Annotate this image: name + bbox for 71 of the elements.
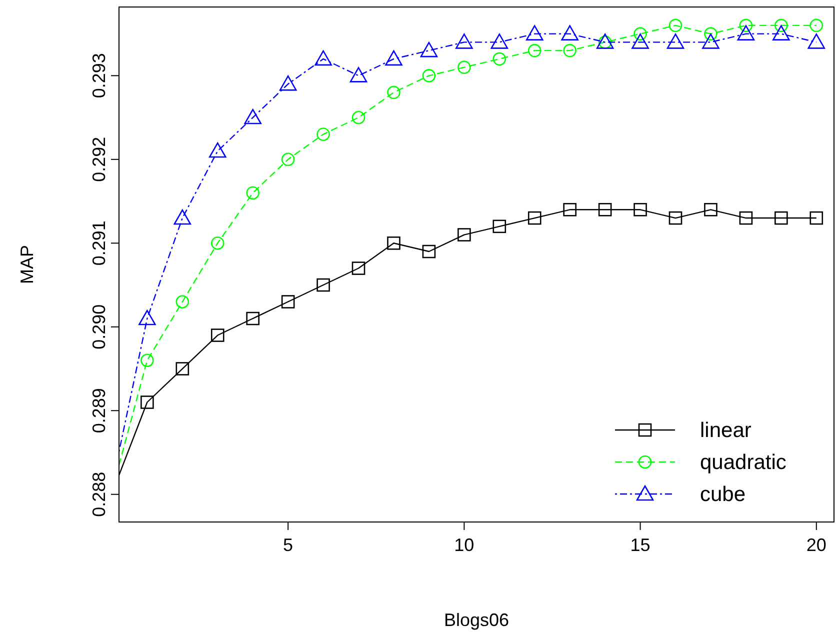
point (492, 52, 506, 66)
point (316, 278, 330, 292)
point (528, 211, 542, 225)
point (704, 27, 718, 40)
point (176, 295, 190, 308)
x-tick-label: 10 (454, 535, 474, 555)
legend-label: quadratic (700, 451, 786, 474)
point (387, 236, 400, 250)
point (456, 34, 473, 49)
point (739, 211, 753, 225)
x-axis-title: Blogs06 (444, 610, 510, 630)
point (526, 25, 544, 40)
legend-label: cube (700, 483, 746, 506)
point (210, 236, 224, 250)
x-tick-label: 5 (283, 535, 294, 555)
point (561, 25, 578, 40)
point (352, 262, 366, 275)
point (140, 396, 154, 409)
y-tick-label: 0.288 (89, 472, 109, 517)
point (246, 312, 260, 326)
point (668, 18, 682, 32)
point (634, 203, 647, 216)
point (350, 67, 368, 82)
point (704, 203, 718, 216)
y-tick-label: 0.293 (89, 53, 109, 98)
point (492, 220, 506, 234)
point (174, 209, 192, 225)
point (279, 75, 297, 91)
point (422, 69, 436, 82)
point (702, 34, 720, 49)
y-tick-label: 0.291 (89, 220, 109, 266)
point (563, 203, 576, 216)
x-tick-label: 20 (806, 535, 826, 555)
point (138, 310, 156, 326)
point (668, 211, 682, 225)
point (422, 244, 436, 258)
y-axis-title: MAP (17, 244, 37, 284)
point (316, 128, 330, 141)
point (808, 34, 826, 49)
point (490, 34, 508, 49)
point (246, 186, 260, 200)
x-tick-label: 15 (630, 535, 650, 555)
point (458, 228, 471, 242)
point (387, 86, 400, 100)
point (598, 203, 612, 216)
point (352, 110, 366, 124)
point (208, 142, 226, 158)
point (140, 354, 154, 368)
point (210, 328, 224, 342)
point (772, 25, 790, 40)
point (244, 108, 262, 124)
y-tick-label: 0.292 (89, 136, 109, 182)
point (314, 50, 332, 66)
point (666, 34, 684, 49)
point (385, 50, 402, 66)
point (774, 211, 788, 225)
point (810, 211, 824, 225)
point (737, 25, 755, 40)
point (420, 42, 438, 58)
point (632, 34, 649, 49)
y-tick-label: 0.290 (89, 304, 109, 350)
point (281, 295, 295, 308)
legend-label: linear (700, 419, 752, 442)
point (810, 18, 824, 32)
point (563, 44, 576, 58)
point (528, 44, 542, 58)
point (458, 60, 471, 74)
point (176, 362, 190, 376)
point (281, 152, 295, 166)
y-tick-label: 0.289 (89, 388, 109, 434)
point (634, 27, 647, 40)
